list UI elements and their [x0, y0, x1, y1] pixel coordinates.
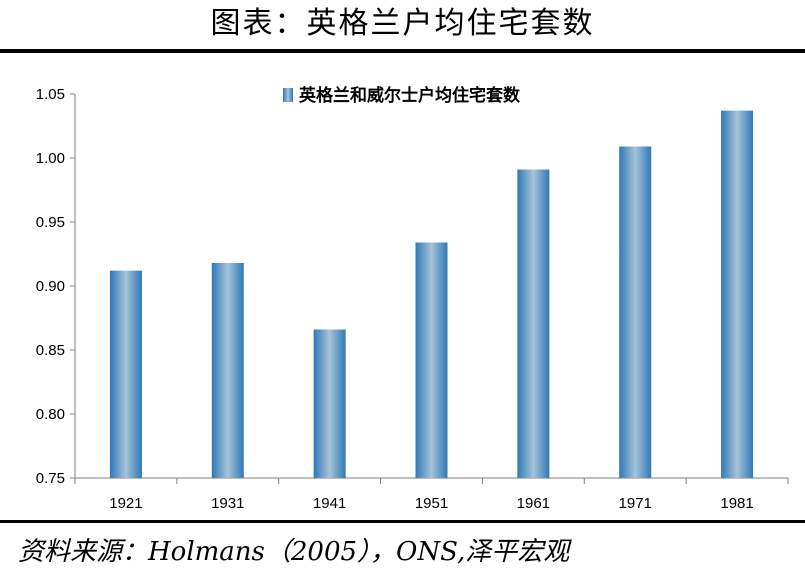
bars [109, 110, 754, 478]
bar-1921 [109, 270, 142, 478]
legend-swatch [283, 88, 293, 102]
x-axis: 1921 1931 1941 1951 1961 1971 1981 [74, 477, 789, 512]
y-tick-label: 1.00 [36, 150, 65, 167]
source-rule [0, 520, 805, 523]
bar-1931 [211, 262, 244, 478]
x-tick-label: 1921 [109, 495, 142, 512]
legend-label: 英格兰和威尔士户均住宅套数 [299, 85, 521, 105]
y-axis: 0.75 0.80 0.85 0.90 0.95 1.00 1.05 [36, 86, 76, 487]
bar-1961 [517, 169, 550, 478]
source-note: 资料来源：Holmans（2005），ONS,泽平宏观 [18, 537, 570, 567]
bar-1971 [619, 146, 652, 478]
title-rule [0, 49, 805, 53]
y-tick-label: 0.75 [36, 470, 65, 487]
x-tick-label: 1971 [619, 495, 652, 512]
bar-chart: 0.75 0.80 0.85 0.90 0.95 1.00 1.05 1921 1931 194… [36, 85, 789, 512]
x-tick-label: 1931 [211, 495, 244, 512]
y-tick-label: 0.90 [36, 278, 65, 295]
legend: 英格兰和威尔士户均住宅套数 [283, 85, 521, 105]
bar-1951 [415, 242, 448, 478]
bar-1941 [313, 329, 346, 478]
x-tick-label: 1951 [415, 495, 448, 512]
x-tick-label: 1941 [313, 495, 346, 512]
x-tick-label: 1961 [517, 495, 550, 512]
y-tick-label: 0.80 [36, 406, 65, 423]
y-tick-label: 0.95 [36, 214, 65, 231]
page-title: 图表：英格兰户均住宅套数 [210, 6, 595, 41]
y-tick-label: 0.85 [36, 342, 65, 359]
bar-1981 [721, 110, 754, 478]
x-tick-label: 1981 [720, 495, 753, 512]
y-tick-label: 1.05 [36, 86, 65, 103]
